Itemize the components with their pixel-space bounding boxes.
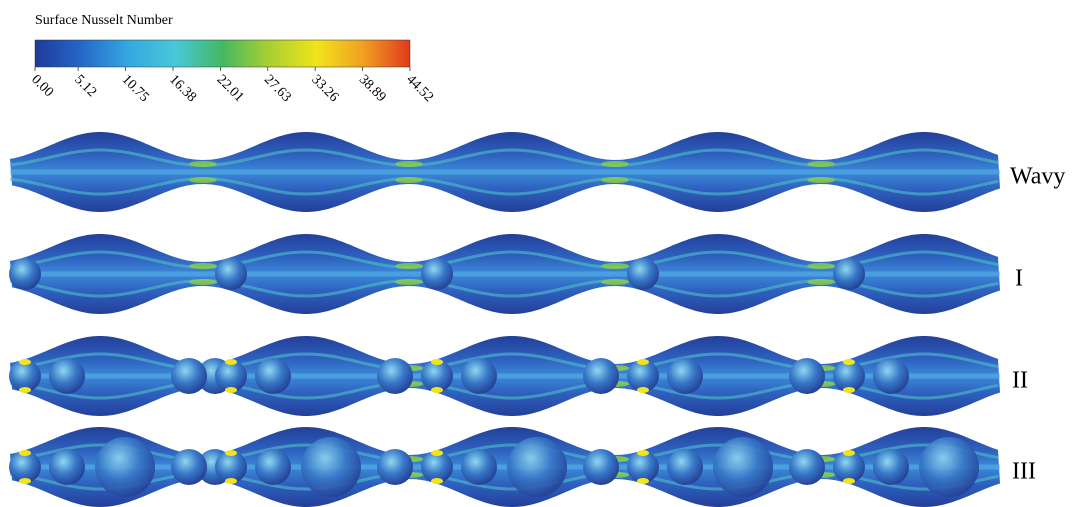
tube — [10, 132, 1000, 212]
hot-spot — [225, 387, 237, 393]
tick-label: 16.38 — [166, 72, 199, 105]
hot-spot — [637, 359, 649, 365]
sphere — [583, 449, 619, 485]
row-label: II — [1012, 368, 1028, 394]
hot-spot — [807, 161, 835, 167]
tick-label: 44.52 — [403, 72, 436, 105]
hot-spot — [843, 450, 855, 456]
tick-label: 5.12 — [71, 72, 99, 100]
sphere — [919, 437, 979, 497]
hot-spot — [637, 478, 649, 484]
tick-label: 0.00 — [28, 72, 56, 100]
sphere — [9, 258, 41, 290]
colorbar-title: Surface Nusselt Number — [35, 13, 173, 28]
colorbar — [35, 40, 410, 67]
hot-spot — [637, 387, 649, 393]
sphere — [667, 358, 703, 394]
hot-spot — [637, 450, 649, 456]
hot-spot — [807, 177, 835, 183]
sphere — [49, 449, 85, 485]
sphere — [667, 449, 703, 485]
hot-spot — [601, 177, 629, 183]
sphere — [873, 449, 909, 485]
hot-spot — [601, 279, 629, 285]
sphere — [789, 358, 825, 394]
hot-spot — [225, 450, 237, 456]
hot-spot — [189, 279, 217, 285]
sphere — [377, 358, 413, 394]
row-label: Wavy — [1010, 164, 1065, 190]
row-label: I — [1015, 266, 1023, 292]
hot-spot — [189, 263, 217, 269]
hot-spot — [601, 161, 629, 167]
hot-spot — [19, 359, 31, 365]
sphere — [583, 358, 619, 394]
hot-spot — [19, 387, 31, 393]
hot-spot — [843, 387, 855, 393]
hot-spot — [19, 450, 31, 456]
hot-spot — [807, 263, 835, 269]
tick-label: 27.63 — [261, 72, 294, 105]
hot-spot — [431, 359, 443, 365]
hot-spot — [843, 359, 855, 365]
hot-spot — [431, 450, 443, 456]
tube — [9, 234, 1000, 314]
sphere — [833, 258, 865, 290]
hot-spot — [225, 478, 237, 484]
hot-spot — [395, 263, 423, 269]
sphere — [171, 449, 207, 485]
sphere — [873, 358, 909, 394]
sphere — [789, 449, 825, 485]
tick-label: 22.01 — [214, 72, 247, 105]
hot-spot — [843, 478, 855, 484]
sphere — [255, 358, 291, 394]
tick-label: 38.89 — [356, 72, 389, 105]
sphere — [171, 358, 207, 394]
hot-spot — [225, 359, 237, 365]
tube — [9, 427, 1000, 507]
sphere — [95, 437, 155, 497]
figure: Surface Nusselt Number 0.00 5.12 10.75 16.3… — [0, 0, 1088, 507]
sphere — [461, 358, 497, 394]
hot-spot — [19, 478, 31, 484]
sphere — [461, 449, 497, 485]
hot-spot — [395, 177, 423, 183]
sphere — [49, 358, 85, 394]
sphere — [377, 449, 413, 485]
tube — [9, 336, 1000, 416]
hot-spot — [395, 161, 423, 167]
sphere — [301, 437, 361, 497]
row-label: III — [1012, 459, 1036, 485]
sphere — [421, 258, 453, 290]
sphere — [255, 449, 291, 485]
hot-spot — [431, 478, 443, 484]
hot-spot — [189, 177, 217, 183]
tick-label: 10.75 — [119, 72, 152, 105]
hot-spot — [395, 279, 423, 285]
sphere — [627, 258, 659, 290]
sphere — [215, 258, 247, 290]
hot-spot — [807, 279, 835, 285]
hot-spot — [431, 387, 443, 393]
hot-spot — [189, 161, 217, 167]
tick-label: 33.26 — [308, 72, 341, 105]
sphere — [507, 437, 567, 497]
sphere — [713, 437, 773, 497]
hot-spot — [601, 263, 629, 269]
